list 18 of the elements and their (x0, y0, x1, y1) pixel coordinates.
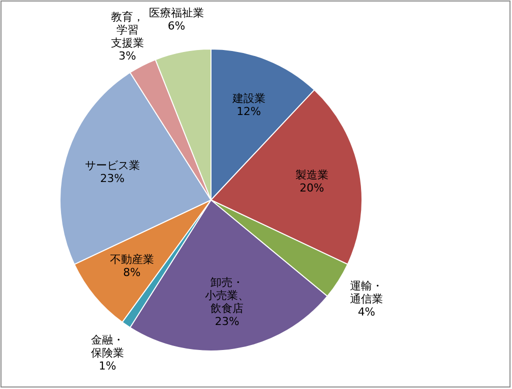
data-label: 4% (358, 306, 376, 319)
slice-label: 不動産業 (110, 252, 154, 266)
slice-label: 卸売・小売業、飲食店 (205, 276, 250, 315)
slice-label: 建設業 (231, 92, 266, 106)
data-label: 12% (236, 105, 262, 118)
data-label: 8% (123, 266, 141, 279)
slice-label: 運輸・通信業 (350, 280, 384, 306)
data-label: 1% (98, 359, 116, 372)
data-label: 23% (100, 172, 125, 185)
data-label: 20% (300, 181, 324, 194)
slice-label: 教育，学習支援業 (110, 10, 144, 50)
data-label: 3% (118, 49, 136, 62)
slice-label: 金融・保険業 (90, 333, 124, 360)
data-label: 23% (214, 314, 240, 328)
slice-label: 医療福祉業 (148, 6, 204, 20)
slice-label: 製造業 (295, 168, 328, 182)
data-label: 6% (168, 20, 186, 33)
slice-label: サービス業 (84, 158, 140, 172)
